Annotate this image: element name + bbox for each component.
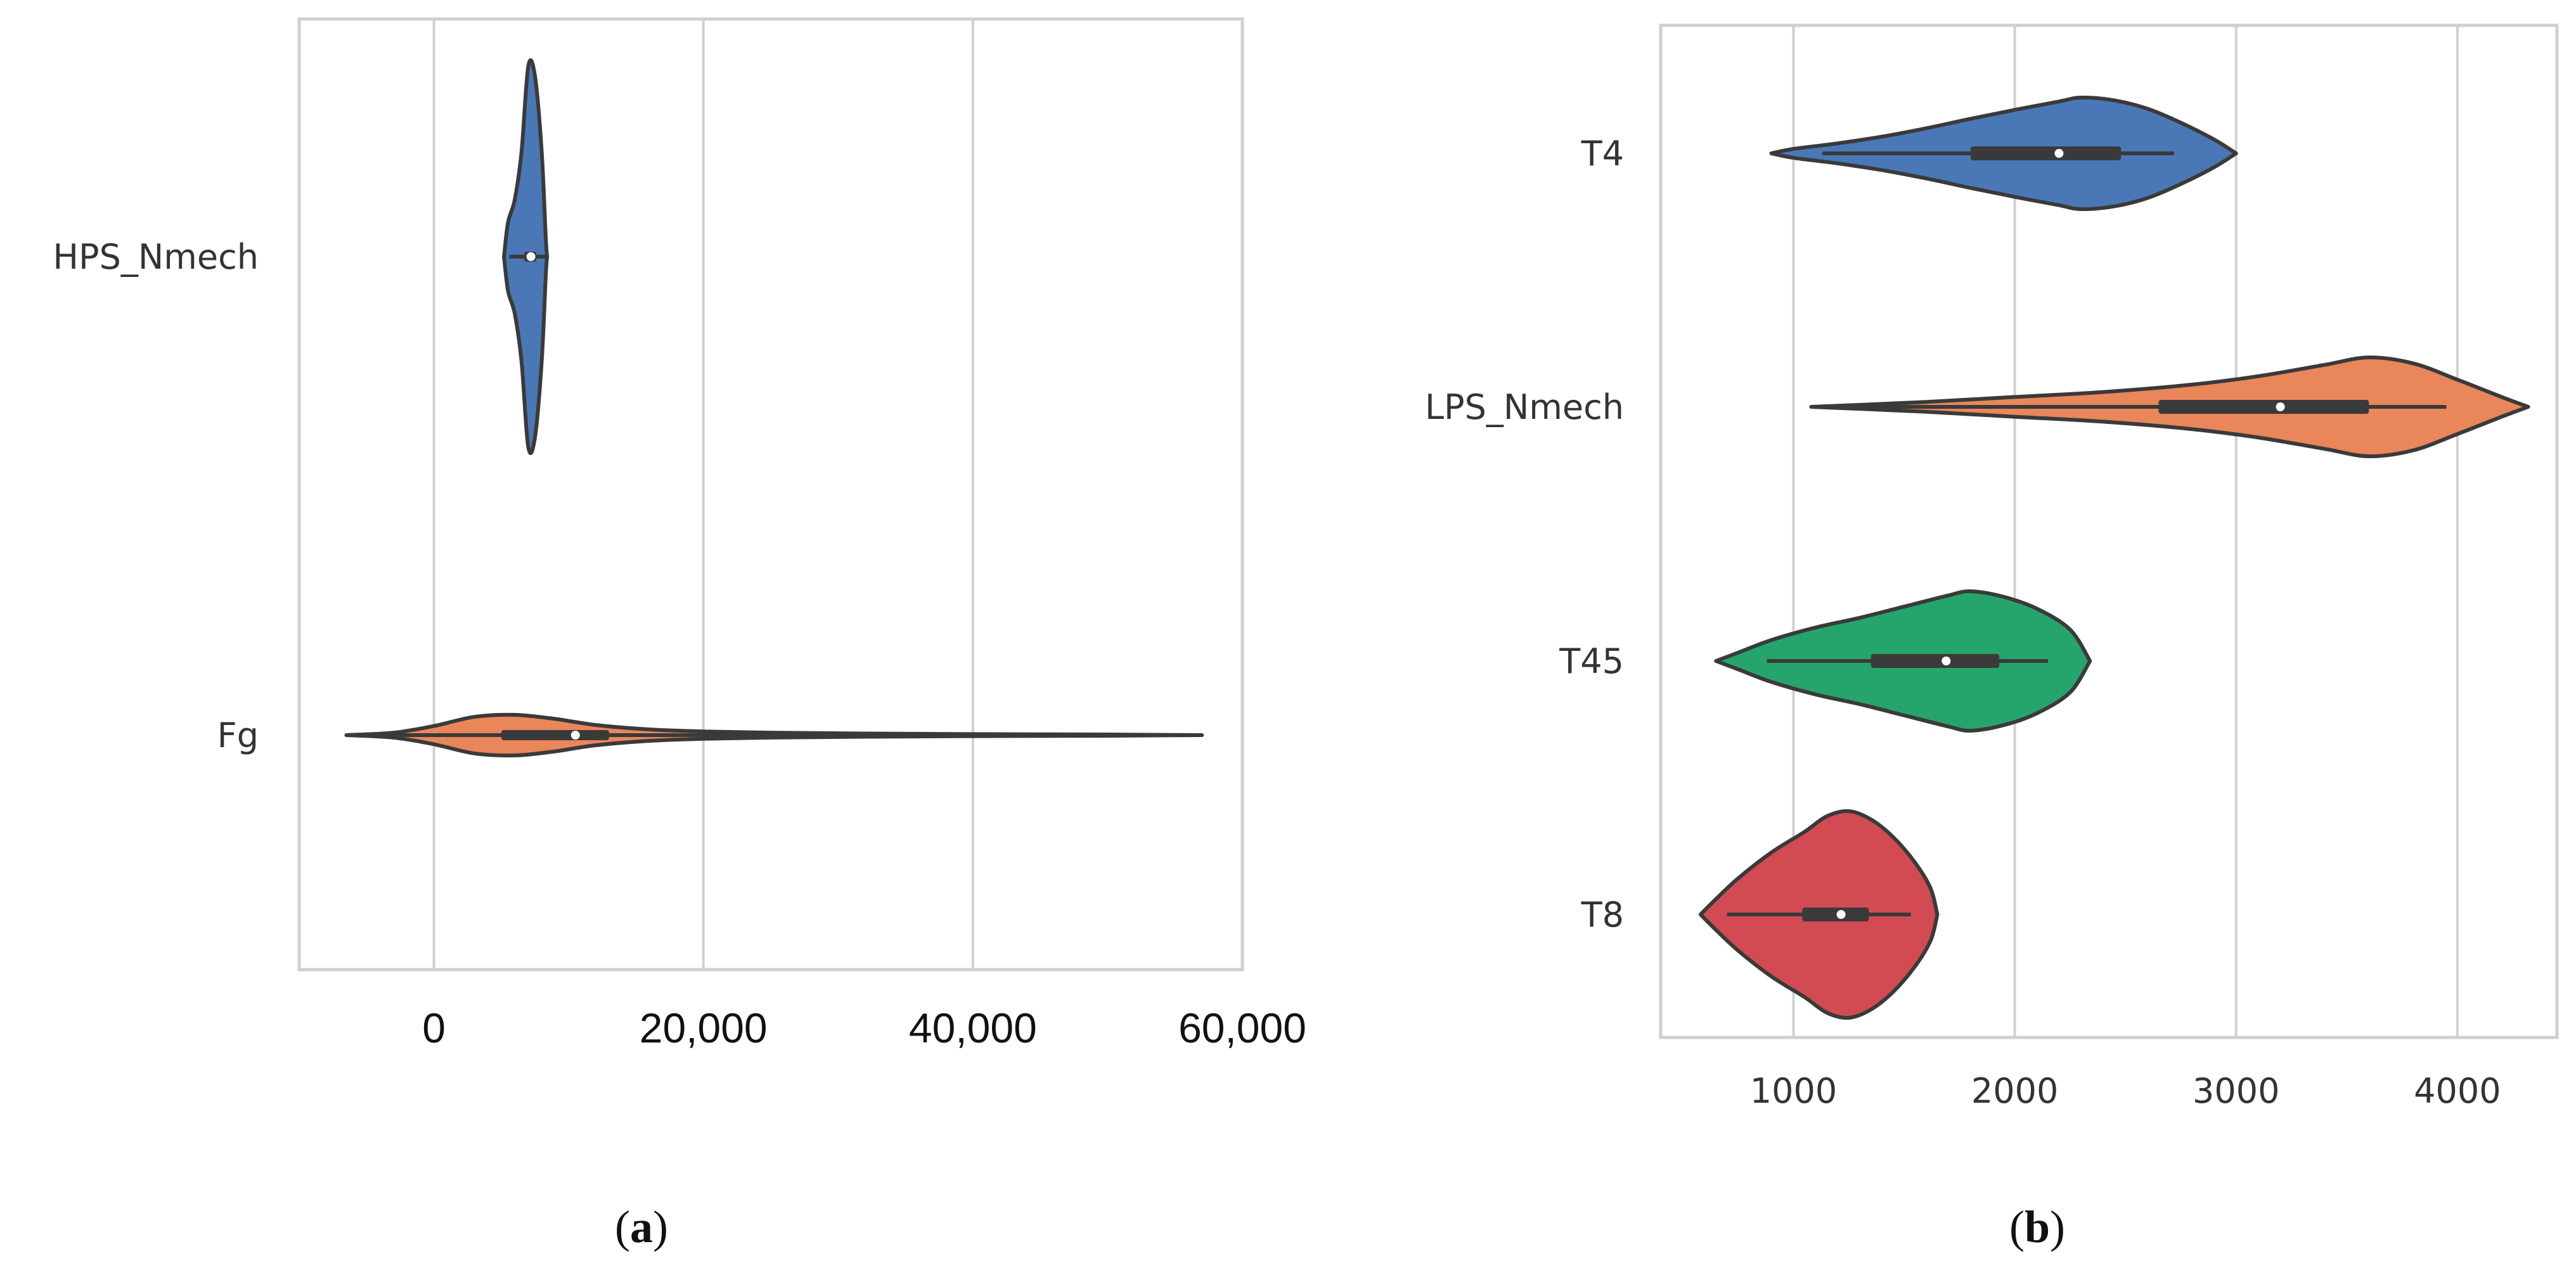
category-label: LPS_Nmech [1425, 387, 1624, 427]
median-marker [1836, 910, 1846, 919]
median-marker [2054, 149, 2064, 158]
x-tick-label: 2000 [1971, 1071, 2058, 1111]
category-label: HPS_Nmech [53, 237, 259, 277]
x-tick-label: 20,000 [640, 1004, 768, 1051]
x-tick-label: 0 [422, 1004, 446, 1051]
plot-frame [1659, 23, 2559, 1039]
category-label: T4 [1581, 134, 1624, 174]
panel-b-label: (b) [2009, 1202, 2065, 1252]
panel-b: 1000 2000 3000 4000 T4 LPS_Nmech T45 T8 [1425, 23, 2559, 1111]
category-label: T45 [1559, 641, 1624, 681]
median-marker [1942, 657, 1951, 665]
iqr-box [1970, 146, 2122, 160]
x-tick-label: 60,000 [1178, 1004, 1306, 1051]
x-tick-label: 4000 [2414, 1071, 2501, 1111]
x-tick-label: 3000 [2193, 1071, 2279, 1111]
category-label: T8 [1581, 895, 1624, 935]
panel-a: 0 20,000 40,000 60,000 HPS_Nmech Fg [53, 17, 1306, 1051]
x-tick-label: 40,000 [909, 1004, 1037, 1051]
panel-a-label: (a) [615, 1202, 668, 1252]
median-marker [526, 252, 536, 261]
x-tick-label: 1000 [1750, 1071, 1837, 1111]
plot-frame [297, 17, 1244, 972]
iqr-box [2158, 400, 2369, 414]
median-marker [570, 731, 580, 740]
iqr-box [501, 730, 609, 740]
category-label: Fg [217, 715, 259, 755]
iqr-box [1871, 654, 2000, 668]
median-marker [2276, 402, 2285, 411]
iqr-box [1802, 908, 1869, 921]
